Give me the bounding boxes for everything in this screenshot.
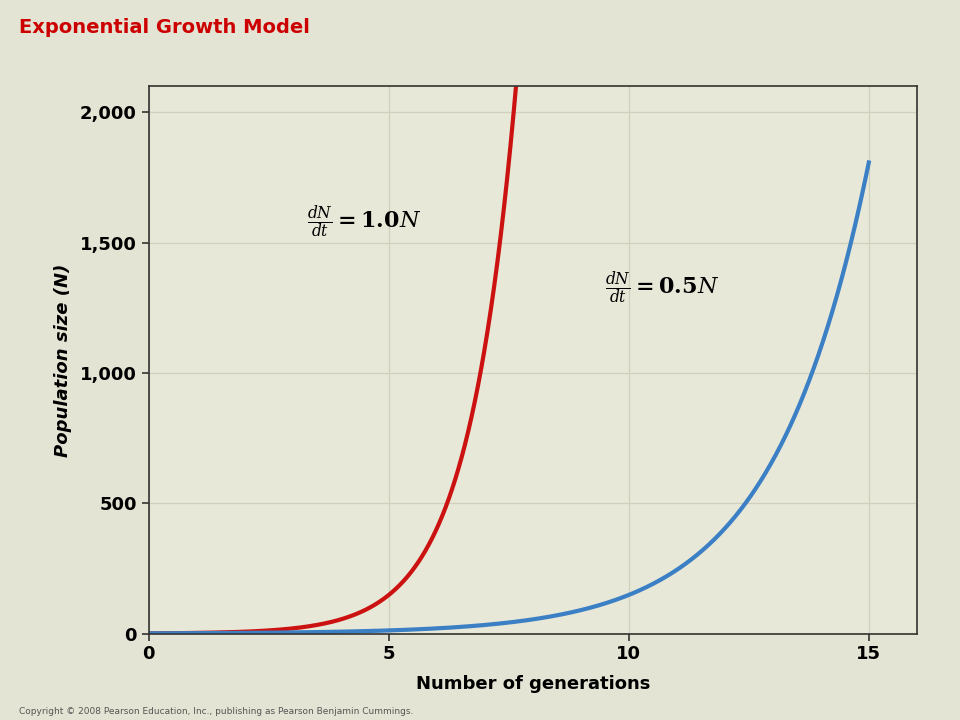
Text: $\mathit{\frac{dN}{dt}}$$\mathbf{=1.0}$$\mathit{N}$: $\mathit{\frac{dN}{dt}}$$\mathbf{=1.0}$$…	[307, 204, 421, 240]
X-axis label: Number of generations: Number of generations	[416, 675, 650, 693]
Text: Exponential Growth Model: Exponential Growth Model	[19, 18, 310, 37]
Text: Copyright © 2008 Pearson Education, Inc., publishing as Pearson Benjamin Cumming: Copyright © 2008 Pearson Education, Inc.…	[19, 707, 414, 716]
Text: $\mathit{\frac{dN}{dt}}$$\mathbf{=0.5}$$\mathit{N}$: $\mathit{\frac{dN}{dt}}$$\mathbf{=0.5}$$…	[605, 269, 719, 305]
Y-axis label: Population size (N): Population size (N)	[54, 264, 72, 456]
